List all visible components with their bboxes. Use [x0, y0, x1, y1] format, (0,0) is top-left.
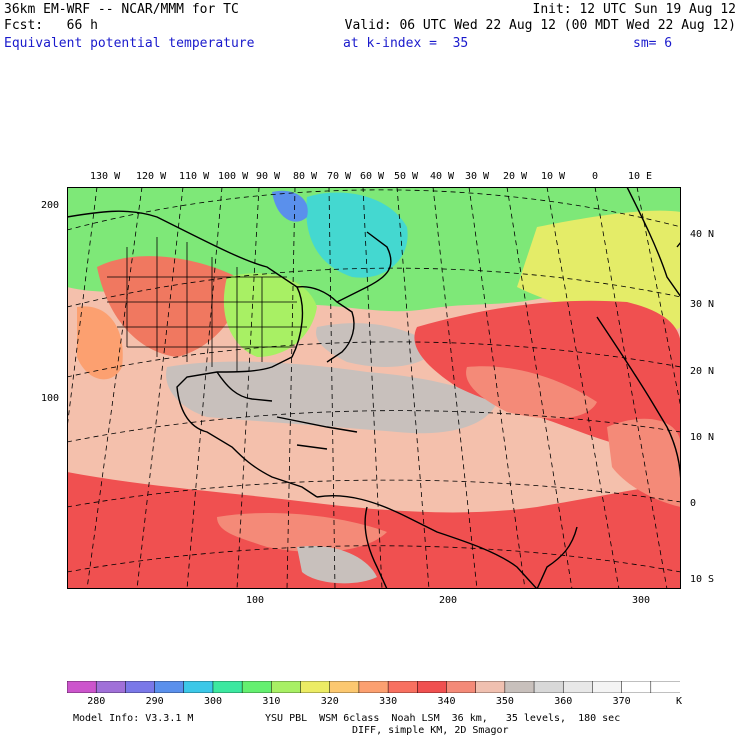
physics-info-2: DIFF, simple KM, 2D Smagor — [352, 725, 509, 736]
field-itcz-grey — [297, 546, 377, 584]
lon-label: 10 E — [628, 171, 653, 182]
field-cold-core-inner — [272, 190, 308, 222]
lon-label: 50 W — [394, 171, 419, 182]
forecast-hour: Fcst: 66 h — [4, 18, 98, 33]
lon-label: 130 W — [90, 171, 121, 182]
colorbar-swatch — [271, 681, 302, 693]
lon-label: 20 W — [503, 171, 528, 182]
colorbar-swatch — [475, 681, 506, 693]
colorbar-swatch — [300, 681, 331, 693]
model-info: Model Info: V3.3.1 M — [73, 713, 194, 724]
field-cold-core — [306, 192, 408, 278]
lon-label: 10 W — [541, 171, 566, 182]
level-label: at k-index = 35 — [343, 36, 469, 51]
field-itcz-salmon — [217, 512, 387, 552]
lon-label: 60 W — [360, 171, 385, 182]
theta-e-map — [67, 187, 681, 589]
lat-label: 40 N — [690, 229, 715, 240]
colorbar-swatch — [67, 681, 97, 693]
colorbar-unit: K — [676, 696, 683, 707]
field-atlantic-grey — [316, 323, 437, 367]
graticule — [67, 187, 681, 589]
colorbar-swatch — [125, 681, 156, 693]
field-north-yellow — [517, 210, 681, 332]
colorbar-swatch — [387, 681, 419, 693]
grid-x-label: 300 — [632, 595, 651, 606]
colorbar-swatch — [562, 681, 594, 693]
colorbar-label: 350 — [495, 696, 514, 707]
colorbar-label: 370 — [612, 696, 631, 707]
init-time: Init: 12 UTC Sun 19 Aug 12 — [532, 2, 737, 17]
colorbar-swatch — [650, 681, 680, 693]
colorbar-swatch — [183, 681, 214, 693]
colorbar-label: 340 — [437, 696, 456, 707]
colorbar-swatch — [358, 681, 389, 693]
field-name: Equivalent potential temperature — [4, 36, 255, 51]
colorbar-label: 310 — [262, 696, 281, 707]
lat-label: 10 S — [690, 574, 715, 585]
colorbar-swatch — [621, 681, 652, 693]
lon-label: 70 W — [327, 171, 352, 182]
field-atlantic-salmon — [466, 366, 597, 419]
lon-label: 110 W — [179, 171, 210, 182]
grid-y-label: 200 — [41, 200, 60, 211]
colorbar-swatch — [95, 681, 127, 693]
physics-info-1: YSU PBL WSM 6class Noah LSM 36 km, 35 le… — [265, 713, 621, 724]
colorbar-label: 360 — [554, 696, 573, 707]
lon-label: 40 W — [430, 171, 455, 182]
lat-label: 20 N — [690, 366, 715, 377]
coastlines — [67, 187, 681, 589]
colorbar-swatch — [592, 681, 623, 693]
lon-label: 0 — [592, 171, 599, 182]
smoothing-label: sm= 6 — [633, 36, 673, 51]
model-title: 36km EM-WRF -- NCAR/MMM for TC — [4, 2, 239, 17]
colorbar-swatch — [533, 681, 564, 693]
lon-label: 90 W — [256, 171, 281, 182]
lon-label: 30 W — [465, 171, 490, 182]
grid-y-label: 100 — [41, 393, 60, 404]
colorbar-swatch — [329, 681, 360, 693]
colorbar-swatch — [417, 681, 448, 693]
colorbar-label: 320 — [320, 696, 339, 707]
colorbar-label: 280 — [87, 696, 106, 707]
field-west-warm — [97, 256, 239, 357]
grid-x-label: 200 — [439, 595, 458, 606]
lon-label: 100 W — [218, 171, 249, 182]
grid-x-label: 100 — [246, 595, 265, 606]
lon-label: 80 W — [293, 171, 318, 182]
colorbar-swatch — [504, 681, 535, 693]
colorbar — [67, 681, 680, 693]
field-east-green — [223, 273, 317, 357]
colorbar-label: 330 — [379, 696, 398, 707]
colorbar-swatch — [241, 681, 273, 693]
lon-label: 120 W — [136, 171, 167, 182]
field-africa-salmon — [607, 418, 681, 507]
lat-label: 10 N — [690, 432, 715, 443]
lat-label: 0 — [690, 498, 697, 509]
lat-label: 30 N — [690, 299, 715, 310]
valid-time: Valid: 06 UTC Wed 22 Aug 12 (00 MDT Wed … — [344, 18, 736, 33]
colorbar-swatch — [212, 681, 243, 693]
field-atlantic-red — [414, 300, 681, 451]
colorbar-swatch — [446, 681, 477, 693]
field-west-orange — [77, 306, 123, 380]
colorbar-label: 300 — [203, 696, 222, 707]
colorbar-swatch — [154, 681, 185, 693]
colorbar-label: 290 — [145, 696, 164, 707]
